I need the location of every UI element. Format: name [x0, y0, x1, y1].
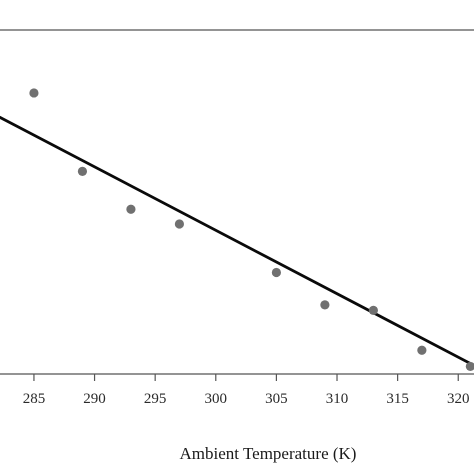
data-point [465, 361, 474, 372]
x-tick-label: 305 [265, 391, 288, 407]
x-tick-label: 310 [326, 391, 349, 407]
data-point [320, 300, 330, 310]
data-point [126, 204, 136, 214]
x-axis-title: Ambient Temperature (K) [180, 444, 357, 463]
x-tick-label: 285 [23, 391, 46, 407]
x-tick-label: 320 [447, 391, 470, 407]
data-point [368, 305, 378, 315]
x-tick-label: 315 [386, 391, 409, 407]
x-tick-label: 290 [83, 391, 106, 407]
x-tick-label: 300 [205, 391, 228, 407]
data-point [77, 166, 88, 176]
data-point [174, 219, 185, 229]
data-point [29, 88, 39, 98]
x-tick-label: 295 [144, 391, 167, 407]
data-point [271, 267, 281, 278]
trend-line [0, 115, 474, 367]
data-point [417, 345, 427, 355]
